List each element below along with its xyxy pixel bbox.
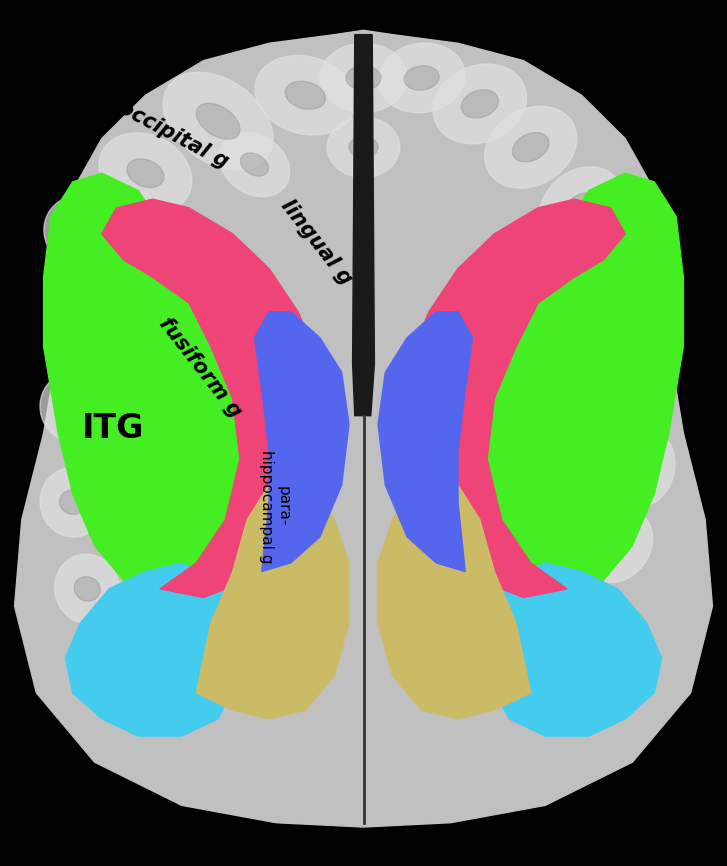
Polygon shape: [102, 199, 327, 598]
Ellipse shape: [346, 66, 381, 90]
Ellipse shape: [591, 235, 674, 320]
Text: inf occipital g: inf occipital g: [81, 79, 232, 172]
Ellipse shape: [582, 611, 610, 637]
Ellipse shape: [320, 43, 407, 113]
Ellipse shape: [40, 372, 105, 442]
Ellipse shape: [60, 395, 86, 419]
Ellipse shape: [146, 207, 217, 278]
Ellipse shape: [561, 587, 631, 660]
Ellipse shape: [70, 220, 105, 248]
Polygon shape: [480, 173, 683, 589]
Text: para-
hippocampal g: para- hippocampal g: [259, 449, 291, 564]
Ellipse shape: [626, 453, 654, 482]
Ellipse shape: [349, 137, 378, 158]
Polygon shape: [378, 476, 531, 719]
Ellipse shape: [74, 577, 100, 601]
Ellipse shape: [167, 230, 196, 255]
Polygon shape: [15, 30, 712, 827]
Ellipse shape: [485, 107, 577, 188]
Ellipse shape: [513, 132, 549, 162]
Ellipse shape: [60, 490, 86, 514]
Polygon shape: [196, 476, 349, 719]
Ellipse shape: [604, 532, 632, 559]
Ellipse shape: [583, 508, 653, 583]
Ellipse shape: [163, 72, 273, 171]
Ellipse shape: [604, 428, 675, 507]
Polygon shape: [254, 312, 349, 572]
Polygon shape: [65, 563, 240, 736]
Polygon shape: [378, 312, 473, 572]
Ellipse shape: [404, 66, 439, 90]
Ellipse shape: [378, 43, 465, 113]
Ellipse shape: [65, 286, 138, 355]
Polygon shape: [353, 35, 374, 416]
Text: ITG: ITG: [81, 412, 144, 445]
Ellipse shape: [327, 117, 400, 178]
Polygon shape: [44, 173, 247, 589]
Text: lingual g: lingual g: [277, 196, 356, 289]
Text: fusiform g: fusiform g: [155, 314, 245, 422]
Polygon shape: [487, 563, 662, 736]
Ellipse shape: [127, 158, 164, 188]
Polygon shape: [400, 199, 625, 598]
Ellipse shape: [616, 262, 648, 293]
Ellipse shape: [87, 308, 116, 333]
Ellipse shape: [55, 554, 120, 624]
Ellipse shape: [196, 103, 240, 139]
Ellipse shape: [565, 193, 598, 223]
Ellipse shape: [255, 55, 356, 135]
Ellipse shape: [285, 81, 326, 109]
Ellipse shape: [99, 132, 192, 214]
Ellipse shape: [433, 64, 526, 144]
Ellipse shape: [40, 468, 105, 537]
Ellipse shape: [220, 132, 289, 197]
Ellipse shape: [601, 331, 678, 414]
Ellipse shape: [241, 153, 268, 176]
Ellipse shape: [624, 357, 655, 388]
Ellipse shape: [44, 194, 131, 274]
Ellipse shape: [539, 167, 624, 249]
Ellipse shape: [461, 90, 499, 118]
